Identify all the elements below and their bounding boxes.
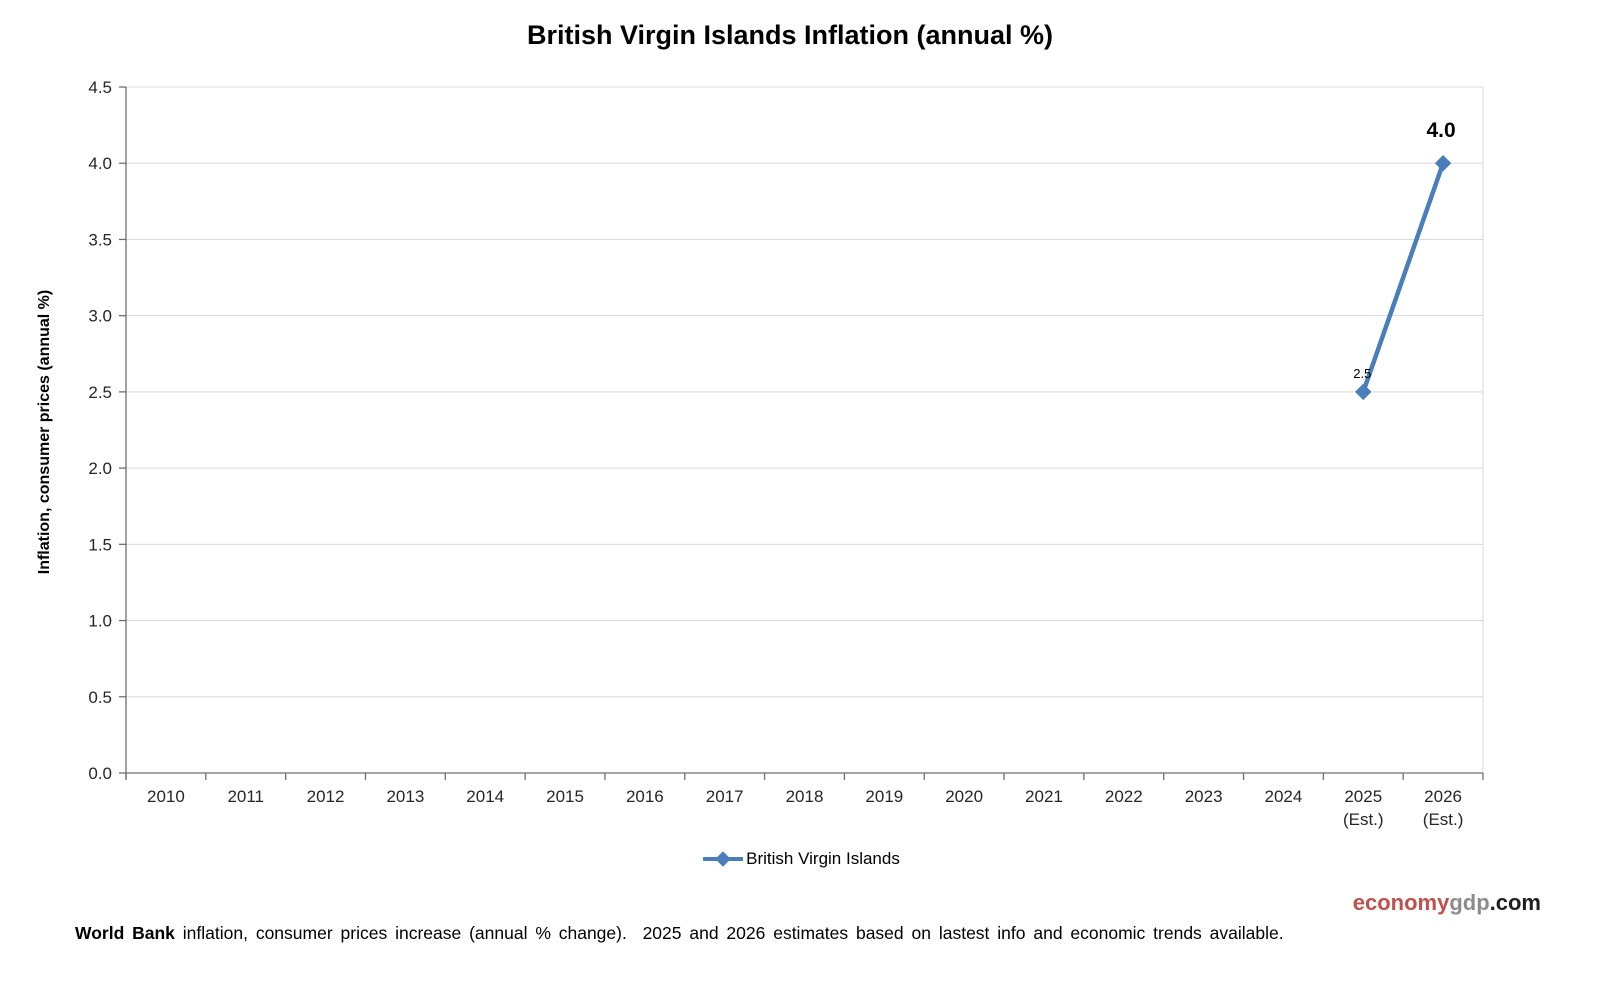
- y-tick-label: 3.5: [88, 230, 112, 249]
- x-tick-label: 2021: [1025, 787, 1063, 806]
- x-tick-label: 2016: [626, 787, 664, 806]
- x-tick-label: 2011: [227, 787, 264, 806]
- x-tick-label: 2026 (Est.): [1423, 787, 1464, 829]
- x-tick-label: 2014: [466, 787, 504, 806]
- y-tick-label: 4.0: [88, 154, 112, 173]
- x-tick-label: 2020: [945, 787, 983, 806]
- legend: British Virgin Islands: [0, 849, 1602, 869]
- y-tick-label: 4.5: [88, 78, 112, 97]
- y-tick-label: 0.5: [88, 688, 112, 707]
- footnote-text: inflation, consumer prices increase (ann…: [174, 923, 1284, 943]
- y-tick-label: 3.0: [88, 307, 112, 326]
- x-tick-label: 2010: [147, 787, 185, 806]
- x-tick-label: 2025 (Est.): [1343, 787, 1384, 829]
- y-tick-label: 2.0: [88, 459, 112, 478]
- data-point-label: 4.0: [1426, 119, 1455, 142]
- y-tick-label: 2.5: [88, 383, 112, 402]
- x-tick-label: 2019: [865, 787, 903, 806]
- data-point-label: 2.5: [1353, 366, 1371, 381]
- watermark-part-economy: economy: [1352, 890, 1450, 915]
- footnote-source: World Bank: [75, 923, 175, 943]
- y-tick-label: 1.0: [88, 612, 112, 631]
- y-tick-label: 0.0: [88, 764, 112, 783]
- chart-title: British Virgin Islands Inflation (annual…: [526, 20, 1054, 50]
- y-tick-label: 1.5: [88, 535, 112, 554]
- watermark-part-gdp: gdp: [1449, 890, 1490, 915]
- data-point-marker: [1434, 155, 1452, 172]
- x-tick-label: 2023: [1185, 787, 1223, 806]
- watermark: economygdp.com: [1353, 890, 1541, 916]
- legend-marker-icon: [703, 851, 744, 867]
- x-tick-label: 2012: [307, 787, 345, 806]
- watermark-part-com: .com: [1489, 890, 1541, 915]
- legend-label: British Virgin Islands: [746, 849, 900, 868]
- x-tick-label: 2017: [706, 787, 744, 806]
- x-tick-label: 2022: [1105, 787, 1143, 806]
- x-tick-label: 2024: [1265, 787, 1303, 806]
- series-line: [1361, 160, 1446, 395]
- x-tick-label: 2018: [786, 787, 824, 806]
- x-tick-label: 2013: [386, 787, 424, 806]
- data-point-marker: [1355, 383, 1372, 401]
- footnote: World Bank inflation, consumer prices in…: [75, 923, 1375, 944]
- x-tick-label: 2015: [546, 787, 584, 806]
